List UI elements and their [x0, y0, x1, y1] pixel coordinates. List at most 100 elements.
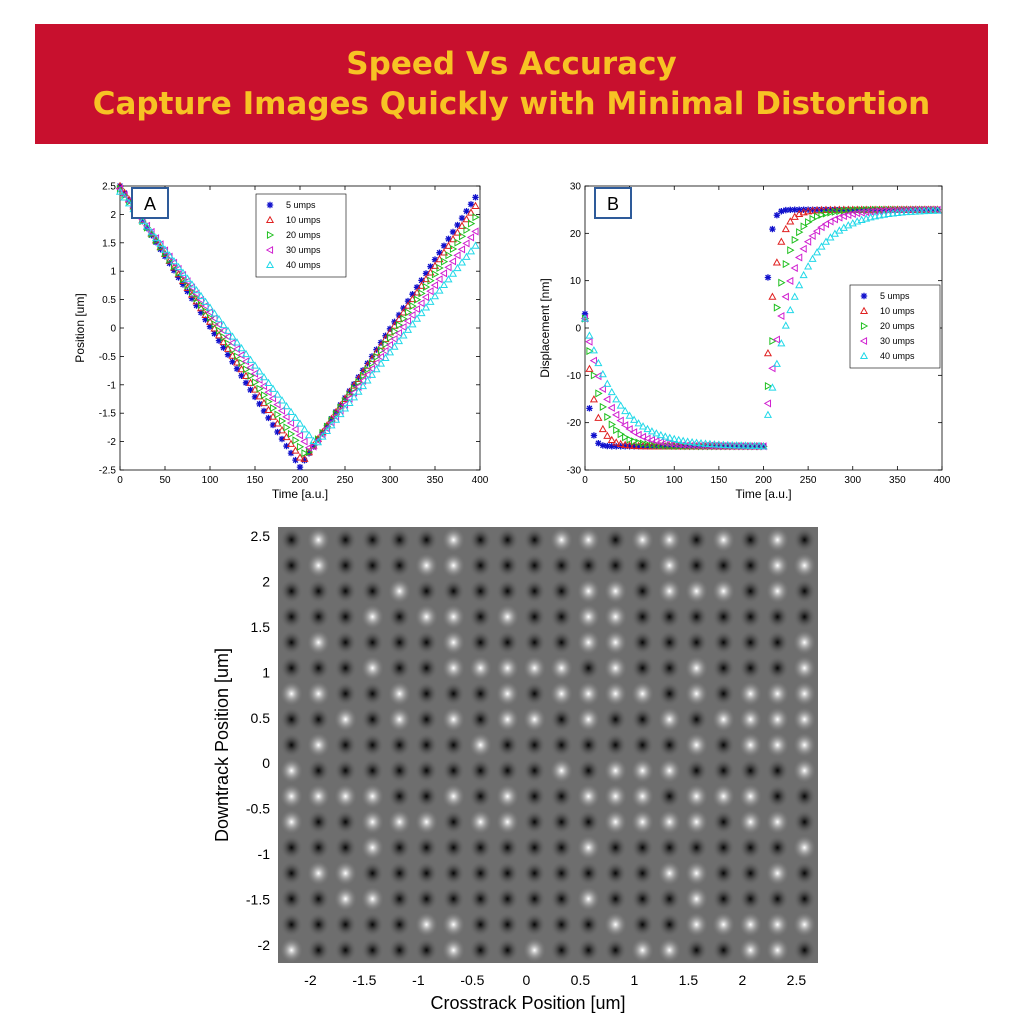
- heatmap-dot: [361, 681, 384, 707]
- chart-b-point: [755, 443, 763, 450]
- chart-a-point: [449, 244, 458, 254]
- chart-b-point: [723, 440, 732, 449]
- chart-b-point: [670, 434, 679, 443]
- chart-a-point: [156, 239, 165, 247]
- chart-b-point: [854, 206, 861, 213]
- chart-b-legend-marker: [860, 292, 868, 300]
- heatmap-dot: [712, 886, 735, 912]
- chart-b-point: [813, 248, 822, 256]
- chart-a-point: [283, 442, 290, 450]
- heatmap-dot: [415, 860, 438, 886]
- chart-a-point: [359, 367, 367, 374]
- chart-a-point: [251, 393, 259, 401]
- chart-a-point: [310, 443, 317, 450]
- heatmap-dot: [523, 758, 546, 783]
- heatmap-dot: [658, 809, 681, 835]
- heatmap-dot: [577, 681, 600, 707]
- chart-b-point: [754, 441, 764, 449]
- heatmap-dot: [766, 937, 789, 963]
- chart-a-point: [400, 304, 407, 312]
- heatmap-dot: [307, 860, 330, 886]
- heatmap-dot: [469, 707, 492, 732]
- chart-b-point: [625, 424, 633, 434]
- chart-b-point: [813, 206, 822, 214]
- chart-b-point: [790, 292, 799, 300]
- chart-b-x-tick-label: 300: [844, 475, 861, 486]
- chart-b-point: [710, 440, 719, 448]
- chart-a-point: [246, 355, 255, 363]
- chart-a-point: [337, 401, 344, 409]
- chart-b-point: [790, 263, 798, 273]
- heatmap-dot: [766, 655, 789, 681]
- heatmap-dot: [604, 604, 627, 630]
- chart-b-point: [830, 215, 838, 224]
- heatmap-dot: [415, 655, 438, 681]
- heatmap-dot: [658, 860, 681, 886]
- heatmap-dot: [604, 681, 627, 707]
- chart-b-point: [697, 443, 705, 450]
- heatmap-dot: [280, 707, 303, 732]
- chart-a-point: [197, 309, 205, 316]
- heatmap-dot: [793, 630, 816, 655]
- chart-b-point: [635, 438, 643, 447]
- chart-a-point: [184, 288, 191, 295]
- heatmap-dot: [469, 937, 492, 963]
- chart-b-point: [821, 237, 831, 245]
- chart-b-legend-label: 10 umps: [880, 306, 915, 316]
- chart-a-point: [273, 400, 281, 409]
- chart-a-point: [304, 447, 314, 456]
- heatmap-dot: [577, 655, 600, 681]
- chart-a-point: [390, 342, 399, 350]
- chart-a-point: [391, 327, 399, 336]
- chart-c-x-tick-label: 0.5: [571, 972, 591, 988]
- chart-a-point: [367, 370, 377, 378]
- heatmap-dot: [361, 860, 384, 886]
- heatmap-dot: [496, 604, 519, 630]
- heatmap-dot: [604, 860, 627, 886]
- heatmap-dot: [496, 630, 519, 655]
- heatmap-dot: [361, 527, 384, 553]
- heatmap-dot: [604, 886, 627, 912]
- heatmap-dot: [712, 707, 735, 732]
- chart-b-point: [622, 433, 630, 442]
- chart-a-point: [215, 337, 223, 344]
- chart-a-point: [462, 252, 471, 260]
- heatmap-dot: [361, 758, 384, 783]
- chart-a-y-tick-label: 0.5: [102, 295, 116, 306]
- heatmap-dot: [334, 758, 357, 783]
- chart-a-point: [228, 332, 237, 340]
- heatmap-dot: [766, 758, 789, 783]
- chart-a-point: [346, 387, 353, 395]
- chart-a-point: [394, 336, 404, 345]
- heatmap-dot: [712, 578, 735, 604]
- heatmap-dot: [334, 655, 357, 681]
- heatmap-dot: [550, 886, 573, 912]
- heatmap-dot: [388, 758, 411, 783]
- chart-a-point: [355, 378, 363, 387]
- heatmap-dot: [307, 655, 330, 681]
- chart-a-point: [472, 213, 480, 222]
- chart-a-point: [394, 328, 403, 338]
- heatmap-dot: [388, 707, 411, 732]
- chart-a-point: [192, 286, 201, 294]
- chart-b-point: [818, 206, 825, 213]
- chart-a-point: [385, 340, 394, 350]
- chart-a-position-vs-time: 0 50 100 150 200 250 300 350 400 -2.5 -2 -1.5 -1 -0.5…: [73, 182, 489, 502]
- heatmap-dot: [307, 783, 330, 809]
- chart-a-legend-label: 40 umps: [286, 260, 321, 270]
- chart-a-point: [260, 391, 269, 400]
- heatmap-dot: [685, 835, 708, 860]
- chart-b-point: [701, 439, 710, 447]
- chart-b-point: [590, 432, 598, 439]
- heatmap-dot: [388, 604, 411, 630]
- chart-a-point: [331, 415, 341, 423]
- chart-b-series-4: [580, 206, 942, 450]
- chart-b-point: [711, 443, 718, 450]
- chart-a-point: [377, 346, 386, 355]
- chart-b-panel-label: B: [607, 194, 619, 214]
- chart-c-y-tick-label: -1.5: [246, 891, 270, 907]
- heatmap-dot: [577, 707, 600, 732]
- chart-a-point: [426, 287, 434, 296]
- chart-b-x-tick-label: 250: [800, 475, 817, 486]
- chart-b-point: [750, 441, 759, 449]
